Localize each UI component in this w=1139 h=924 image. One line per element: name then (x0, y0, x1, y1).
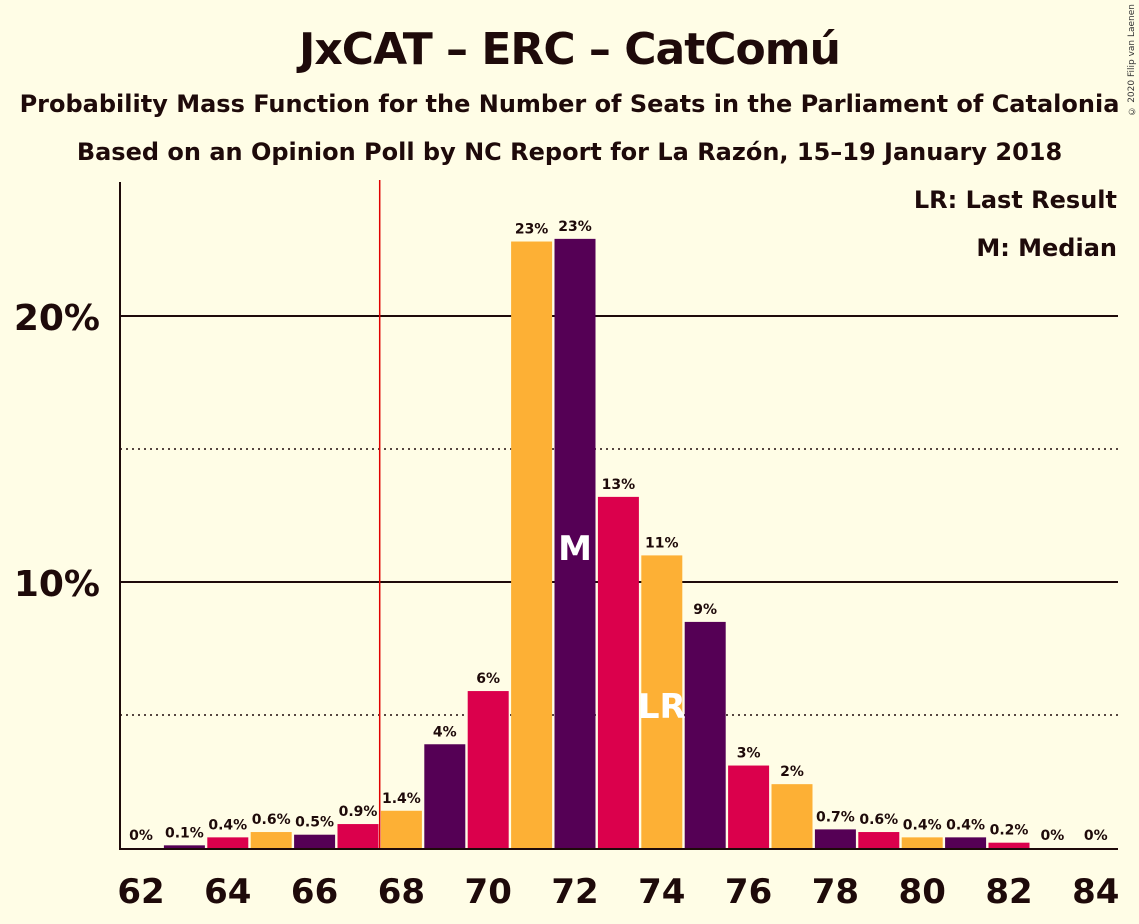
bar-seat-69 (424, 744, 466, 848)
chart-title: JxCAT – ERC – CatComú (299, 24, 841, 75)
x-tick-label: 76 (725, 872, 772, 912)
bar-seat-66 (294, 834, 336, 848)
x-tick-label: 78 (812, 872, 859, 912)
x-tick-label: 82 (985, 872, 1032, 912)
x-tick-label: 70 (465, 872, 512, 912)
data-label: 9% (693, 602, 717, 618)
data-label: 1.4% (382, 791, 421, 807)
data-label: 0.4% (208, 817, 247, 833)
x-tick-label: 74 (638, 872, 685, 912)
data-label: 11% (645, 535, 679, 551)
data-label: 23% (515, 222, 549, 238)
bar-seat-64 (207, 837, 249, 848)
last-result-marker: LR (638, 687, 686, 727)
chart-subtitle-poll: Based on an Opinion Poll by NC Report fo… (76, 138, 1063, 166)
x-tick-label: 66 (291, 872, 338, 912)
data-label: 13% (602, 477, 636, 493)
bar-seat-68 (380, 810, 422, 848)
data-label: 0.1% (165, 825, 204, 841)
data-label: 0.9% (339, 804, 378, 820)
bar-seat-71 (511, 241, 553, 848)
data-label: 0% (1041, 828, 1065, 844)
x-tick-label: 64 (204, 872, 251, 912)
y-tick-label: 20% (14, 298, 100, 339)
bar-seat-75 (684, 621, 726, 848)
bar-seat-72 (554, 238, 596, 849)
legend-last-result: LR: Last Result (913, 186, 1117, 214)
bar-seat-76 (728, 765, 770, 848)
data-label: 3% (737, 746, 761, 762)
x-tick-label: 84 (1072, 872, 1119, 912)
chart-subtitle: Probability Mass Function for the Number… (19, 90, 1120, 118)
data-label: 0.7% (816, 809, 855, 825)
bar-seat-78 (814, 829, 856, 848)
bar-seat-67 (337, 824, 379, 848)
data-label: 0.4% (903, 817, 942, 833)
data-label: 6% (476, 671, 500, 687)
x-tick-label: 72 (551, 872, 598, 912)
legend-median: M: Median (976, 234, 1117, 262)
y-tick-label: 10% (14, 564, 100, 605)
data-label: 23% (558, 219, 592, 235)
bar-seat-65 (250, 832, 292, 848)
x-tick-label: 80 (899, 872, 946, 912)
bar-seat-70 (467, 691, 509, 848)
x-tick-label: 68 (378, 872, 425, 912)
data-label: 0.6% (859, 812, 898, 828)
x-tick-label: 62 (117, 872, 164, 912)
bar-seat-77 (771, 784, 813, 848)
median-marker: M (558, 529, 592, 569)
bar-seat-74 (641, 555, 683, 848)
data-label: 4% (433, 724, 457, 740)
bar-seat-63 (163, 845, 205, 848)
data-label: 0.4% (946, 817, 985, 833)
data-label: 0% (1084, 828, 1108, 844)
bar-seat-73 (597, 496, 639, 848)
bar-seat-82 (988, 842, 1030, 848)
data-label: 0% (129, 828, 153, 844)
bar-seat-81 (945, 837, 987, 848)
data-label: 0.2% (990, 823, 1029, 839)
data-label: 0.5% (295, 815, 334, 831)
data-label: 0.6% (252, 812, 291, 828)
data-label: 2% (780, 764, 804, 780)
bar-seat-80 (901, 837, 943, 848)
bar-seat-79 (858, 832, 900, 848)
